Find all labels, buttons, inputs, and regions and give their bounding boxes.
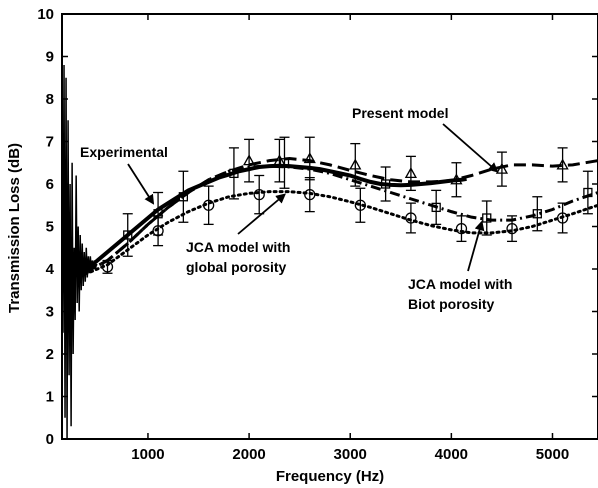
square-error-bar — [532, 196, 543, 232]
circle-error-bar — [405, 202, 417, 234]
annotation-text: JCA model with — [186, 239, 291, 255]
y-tick-label: 6 — [46, 176, 54, 193]
x-tick-label: 4000 — [435, 446, 468, 463]
circle-error-bar — [253, 174, 265, 215]
square-error-bar — [228, 147, 239, 200]
triangle-marker — [495, 162, 509, 174]
triangle-error-bar — [404, 155, 418, 192]
triangle-error-bar — [556, 147, 569, 183]
circle-marker — [101, 261, 114, 273]
plot-frame — [61, 13, 598, 440]
annotation-text: Experimental — [80, 144, 168, 160]
square-marker — [532, 209, 542, 219]
annotation-arrow — [237, 193, 287, 235]
annotation-2: JCA model with global porosity — [186, 193, 291, 275]
annotation-3: JCA model with Biot porosity — [408, 220, 513, 312]
circle-marker — [202, 199, 215, 211]
y-tick-label: 0 — [46, 431, 54, 448]
circle-marker — [556, 212, 569, 224]
square-marker — [431, 202, 441, 213]
triangle-error-bar — [273, 138, 286, 183]
square-marker — [178, 192, 189, 202]
y-tick-label: 5 — [46, 219, 54, 236]
circle-error-bar — [455, 215, 468, 243]
circle-error-bar — [304, 176, 316, 213]
y-tick-label: 10 — [37, 6, 54, 23]
square-error-bar — [122, 213, 133, 257]
triangle-marker — [349, 158, 362, 170]
x-tick-label: 3000 — [334, 446, 367, 463]
circle-error-bar — [101, 259, 114, 274]
square-marker — [482, 213, 492, 223]
square-marker — [123, 230, 133, 240]
triangle-marker — [273, 154, 286, 166]
series-line-3 — [65, 190, 598, 277]
y-tick-label: 8 — [46, 91, 54, 108]
circle-error-bar — [354, 187, 366, 223]
circle-marker — [253, 188, 265, 201]
square-error-bar — [582, 170, 593, 215]
triangle-error-bar — [495, 151, 509, 187]
circle-error-bar — [202, 185, 215, 226]
triangle-marker — [404, 167, 418, 179]
triangle-error-bar — [303, 136, 316, 181]
series-line-1 — [66, 156, 598, 275]
annotation-1: Experimental — [80, 144, 168, 205]
square-error-bar — [178, 170, 189, 223]
circle-error-bar — [506, 215, 518, 243]
y-axis-label: Transmission Loss (dB) — [6, 143, 23, 313]
circle-marker — [304, 188, 316, 201]
y-tick-label: 4 — [46, 261, 55, 278]
triangle-marker — [556, 158, 569, 170]
annotation-text-line2: global porosity — [186, 259, 287, 275]
circle-error-bar — [556, 202, 569, 234]
annotation-arrow — [127, 163, 155, 205]
circle-marker — [152, 225, 164, 237]
y-tick-label: 7 — [46, 134, 54, 151]
annotation-0: Present model — [352, 105, 499, 173]
circle-marker — [506, 222, 518, 235]
annotation-text-line2: Biot porosity — [408, 296, 495, 312]
triangle-error-bar — [349, 142, 362, 187]
x-tick-label: 1000 — [131, 446, 164, 463]
circle-error-bar — [152, 215, 164, 247]
circle-marker — [405, 212, 417, 224]
square-marker — [229, 168, 239, 179]
annotation-arrow — [467, 220, 485, 272]
y-tick-label: 3 — [46, 304, 54, 321]
square-error-bar — [481, 200, 492, 236]
annotation-text: Present model — [352, 105, 448, 121]
x-tick-label: 5000 — [536, 446, 569, 463]
triangle-error-bar — [450, 162, 463, 198]
square-error-bar — [431, 189, 442, 226]
annotation-arrow — [442, 123, 499, 173]
y-tick-label: 1 — [46, 389, 54, 406]
x-axis-label: Frequency (Hz) — [276, 468, 384, 485]
square-marker — [380, 179, 391, 189]
annotation-text: JCA model with — [408, 276, 513, 292]
circle-marker — [455, 222, 468, 235]
square-error-bar — [380, 166, 391, 202]
square-error-bar — [279, 136, 290, 189]
x-tick-label: 2000 — [232, 446, 265, 463]
square-marker — [279, 158, 290, 168]
circle-marker — [354, 199, 366, 211]
series-line-2 — [66, 164, 598, 275]
triangle-marker — [303, 152, 316, 164]
y-tick-label: 9 — [46, 49, 54, 66]
triangle-marker — [242, 154, 256, 166]
noise-trace — [61, 64, 98, 440]
square-marker — [583, 187, 593, 198]
y-tick-label: 2 — [46, 346, 54, 363]
triangle-marker — [450, 173, 463, 185]
triangle-error-bar — [242, 138, 256, 183]
